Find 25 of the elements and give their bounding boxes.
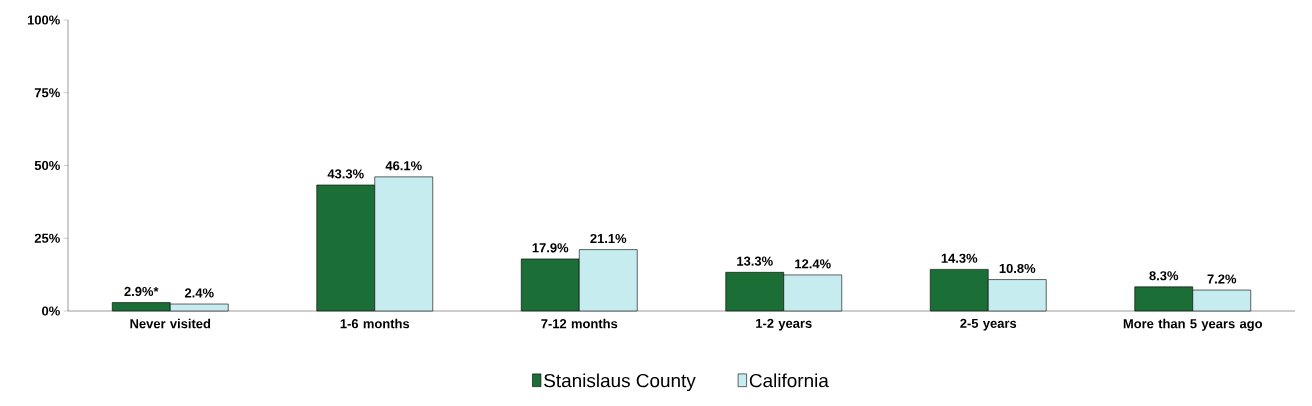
y-tick-label: 100% — [27, 15, 60, 25]
x-tick-label: 2-5 years — [960, 318, 1017, 331]
data-label: 17.9% — [532, 243, 569, 253]
data-label: 13.3% — [737, 256, 773, 266]
legend-label: Stanislaus County — [544, 373, 696, 392]
y-tick-label: 75% — [34, 88, 60, 98]
x-tick-label: 7-12 months — [541, 318, 618, 329]
data-label: 43.3% — [327, 169, 364, 179]
x-tick-label: 1-2 years — [756, 318, 812, 331]
y-tick-label: 50% — [34, 160, 60, 171]
data-label: 10.8% — [999, 263, 1036, 274]
legend-label: California — [749, 373, 829, 388]
data-label: 2.4% — [184, 288, 214, 298]
data-label: 7.2% — [1207, 274, 1237, 284]
x-tick-label: 1-6 months — [340, 318, 410, 329]
x-tick-label: More than 5 years ago — [1123, 318, 1263, 331]
data-label: 14.3% — [941, 253, 978, 263]
x-tick-label: Never visited — [130, 318, 211, 329]
data-label: 2.9%* — [124, 286, 159, 297]
data-label: 12.4% — [795, 259, 831, 269]
data-label: 8.3% — [1149, 271, 1179, 281]
data-label: 46.1% — [385, 161, 422, 171]
data-label: 21.1% — [590, 233, 627, 244]
y-tick-label: 25% — [34, 233, 60, 243]
y-tick-label: 0% — [42, 306, 60, 316]
